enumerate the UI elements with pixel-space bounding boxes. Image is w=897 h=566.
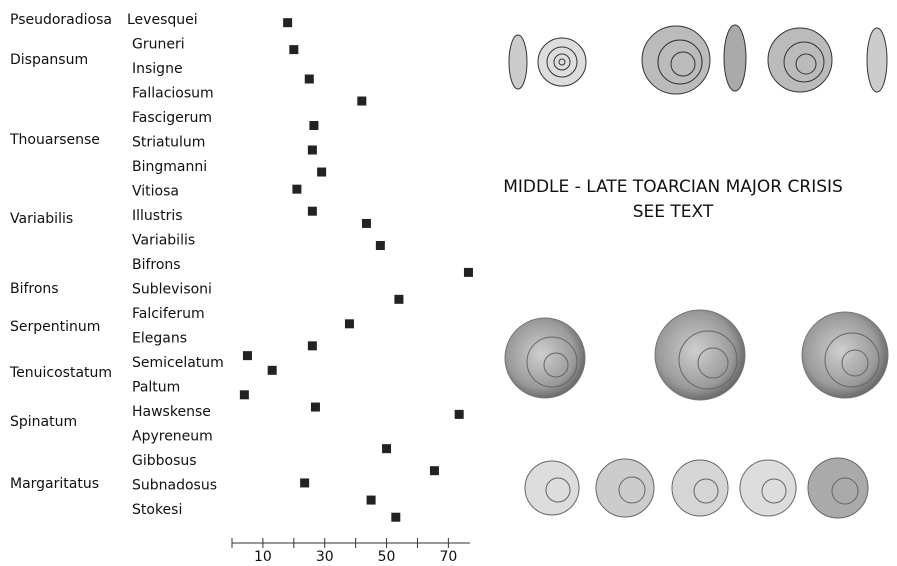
- chart: MIDDLE - LATE TOARCIAN MAJOR CRISIS SEE …: [0, 0, 897, 562]
- y-tick-label: Semicelatum: [132, 355, 224, 371]
- y-tick-label: Bifrons: [132, 257, 181, 273]
- zone-label: Thouarsense: [9, 132, 100, 148]
- zone-label: Margaritatus: [10, 476, 99, 492]
- point: [464, 268, 473, 277]
- point: [308, 341, 317, 350]
- zone-label: Dispansum: [10, 52, 88, 68]
- y-tick-label: Bingmanni: [132, 159, 207, 175]
- y-tick-label: Falciferum: [132, 306, 205, 322]
- point: [243, 351, 252, 360]
- point: [455, 410, 464, 419]
- point: [283, 18, 292, 27]
- y-tick-label: Vitiosa: [132, 184, 179, 200]
- annotation: SEE TEXT: [633, 202, 714, 222]
- x-tick-label: 30: [316, 549, 334, 562]
- point: [309, 121, 318, 130]
- zone-label: Serpentinum: [10, 319, 100, 335]
- zone-label: Spinatum: [10, 414, 77, 430]
- point: [300, 478, 309, 487]
- point: [289, 45, 298, 54]
- y-tick-label: Gibbosus: [132, 453, 197, 469]
- y-tick-label: Illustris: [132, 208, 183, 224]
- point: [367, 496, 376, 505]
- point: [357, 97, 366, 106]
- point: [362, 219, 371, 228]
- x-tick-label: 10: [254, 549, 272, 562]
- y-tick-label: Paltum: [132, 379, 180, 395]
- point: [292, 185, 301, 194]
- annotation: MIDDLE - LATE TOARCIAN MAJOR CRISIS: [503, 177, 843, 197]
- point: [268, 366, 277, 375]
- zone-label: Variabilis: [10, 211, 73, 227]
- zone-label: Bifrons: [10, 281, 59, 297]
- y-tick-label: Insigne: [132, 61, 183, 77]
- y-tick-label: Fascigerum: [132, 110, 212, 126]
- y-tick-label: Elegans: [132, 330, 187, 346]
- point: [308, 145, 317, 154]
- y-tick-label: Stokesi: [132, 502, 182, 518]
- point: [308, 207, 317, 216]
- y-tick-label: Striatulum: [132, 135, 205, 151]
- point: [311, 403, 320, 412]
- point: [317, 168, 326, 177]
- y-tick-label: Sublevisoni: [132, 282, 212, 298]
- zone-label: Pseudoradiosa: [10, 12, 112, 28]
- point: [305, 74, 314, 83]
- point: [391, 513, 400, 522]
- point: [430, 466, 439, 475]
- fossil-illustrations: [505, 25, 888, 518]
- y-tick-label: Levesquei: [127, 12, 198, 28]
- point: [376, 241, 385, 250]
- point: [345, 319, 354, 328]
- y-tick-label: Variabilis: [132, 233, 195, 249]
- x-tick-label: 50: [378, 549, 396, 562]
- y-tick-label: Gruneri: [132, 37, 185, 53]
- x-tick-label: 70: [439, 549, 457, 562]
- y-tick-label: Subnadosus: [132, 477, 217, 493]
- y-tick-label: Hawskense: [132, 404, 211, 420]
- point: [382, 444, 391, 453]
- y-tick-label: Fallaciosum: [132, 86, 214, 102]
- zone-label: Tenuicostatum: [9, 365, 112, 381]
- point: [394, 295, 403, 304]
- y-tick-label: Apyreneum: [132, 428, 213, 444]
- point: [240, 390, 249, 399]
